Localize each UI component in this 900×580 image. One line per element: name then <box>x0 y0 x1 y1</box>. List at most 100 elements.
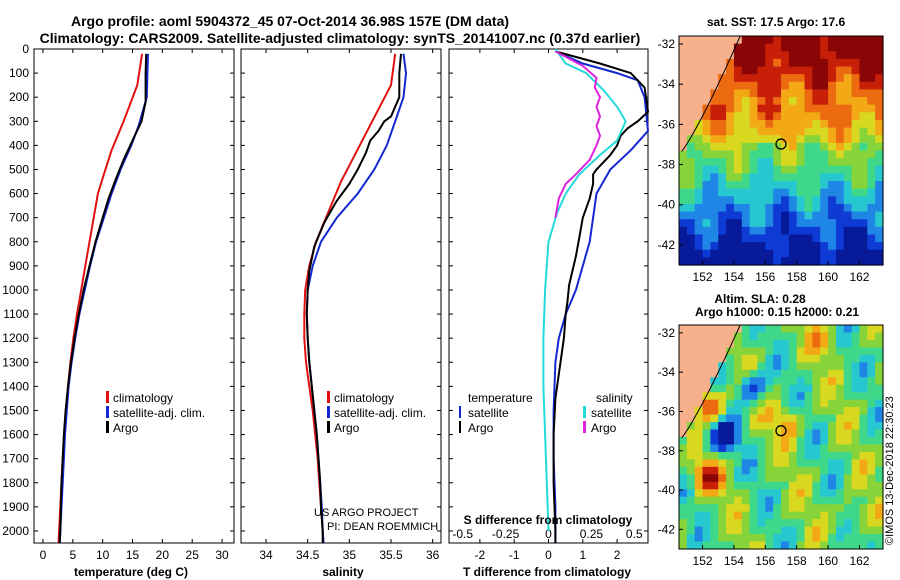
map-cell <box>859 496 868 505</box>
map-cell <box>875 526 884 535</box>
map-cell <box>851 534 861 543</box>
map-cell <box>820 392 829 401</box>
map-cell <box>710 104 719 113</box>
map-cell <box>820 165 829 174</box>
map-cell <box>867 407 876 416</box>
map-cell <box>851 362 861 371</box>
map-cell <box>843 504 853 513</box>
map-cell <box>686 36 696 45</box>
map-cell <box>718 354 727 363</box>
map-cell <box>741 377 751 386</box>
map-cell <box>773 496 782 505</box>
map-cell <box>875 339 884 348</box>
map-cell <box>867 150 876 159</box>
map-cell <box>875 384 884 393</box>
map-cell <box>749 481 759 490</box>
map-cell <box>733 58 743 68</box>
map-cell <box>773 181 782 190</box>
map-cell <box>828 399 837 408</box>
map-cell <box>875 203 884 213</box>
map-cell <box>765 142 774 152</box>
map-cell <box>820 242 829 251</box>
map-cell <box>835 332 845 341</box>
map-cell <box>710 377 719 386</box>
map-cell <box>710 181 719 190</box>
map-cell <box>788 142 798 152</box>
depth-tick-label: 500 <box>9 162 29 176</box>
map-cell <box>757 481 766 490</box>
map-cell <box>859 459 868 468</box>
map-cell <box>812 74 821 83</box>
map-cell <box>820 414 829 423</box>
map-y-tick-label: -32 <box>658 37 676 51</box>
map-cell <box>741 541 751 550</box>
map-y-tick-label: -34 <box>658 77 676 91</box>
map-cell <box>710 496 719 505</box>
map-cell <box>781 58 790 68</box>
map-cell <box>757 362 766 371</box>
map-cell <box>835 89 845 98</box>
map-cell <box>686 142 696 152</box>
map-cell <box>796 226 806 236</box>
map-cell <box>828 474 837 483</box>
map-cell <box>686 354 696 363</box>
map-cell <box>733 249 743 258</box>
map-cell <box>726 173 735 182</box>
map-cell <box>741 332 751 341</box>
map-cell <box>765 451 774 460</box>
map-cell <box>741 422 751 431</box>
map-cell <box>788 249 798 258</box>
map-cell <box>702 135 711 144</box>
map-cell <box>843 407 853 416</box>
map-cell <box>859 519 868 528</box>
map-cell <box>679 437 688 446</box>
map-cell <box>726 407 735 416</box>
legend-temp-satellite: satellite <box>468 406 509 420</box>
map-cell <box>765 43 774 52</box>
map-cell <box>859 112 868 121</box>
map-cell <box>757 196 766 205</box>
map-cell <box>679 58 688 68</box>
map-cell <box>718 519 727 528</box>
map-cell <box>718 81 727 91</box>
map-cell <box>812 534 821 543</box>
map-cell <box>741 135 751 144</box>
map-cell <box>859 173 868 182</box>
map-cell <box>741 325 751 334</box>
x-tick-label: 35.5 <box>379 548 403 562</box>
map-cell <box>781 242 790 251</box>
map-cell <box>843 74 853 83</box>
map-cell <box>796 422 806 431</box>
map-cell <box>749 135 759 144</box>
depth-tick-label: 2000 <box>2 524 29 538</box>
map-cell <box>741 384 751 393</box>
map-cell <box>749 181 759 190</box>
map-cell <box>686 173 696 182</box>
map-cell <box>828 437 837 446</box>
map-cell <box>765 81 774 91</box>
x-tick-label: -2 <box>475 548 486 562</box>
map-cell <box>835 541 845 550</box>
map-cell <box>851 325 861 334</box>
map-cell <box>679 526 688 535</box>
map-cell <box>843 203 853 213</box>
map-cell <box>773 332 782 341</box>
map-cell <box>741 119 751 129</box>
map-y-tick-label: -32 <box>658 326 676 340</box>
map-cell <box>820 362 829 371</box>
map-cell <box>773 511 782 520</box>
map-cell <box>796 407 806 416</box>
map-cell <box>733 196 743 205</box>
map-cell <box>765 173 774 182</box>
map-cell <box>726 384 735 393</box>
map-cell <box>726 504 735 513</box>
map-cell <box>694 369 704 378</box>
map-cell <box>741 188 751 197</box>
map-cell <box>851 451 861 460</box>
map-cell <box>679 249 688 258</box>
map-cell <box>781 158 790 167</box>
map-cell <box>788 474 798 483</box>
map-cell <box>718 444 727 453</box>
map-cell <box>749 66 759 75</box>
map-cell <box>820 135 829 144</box>
